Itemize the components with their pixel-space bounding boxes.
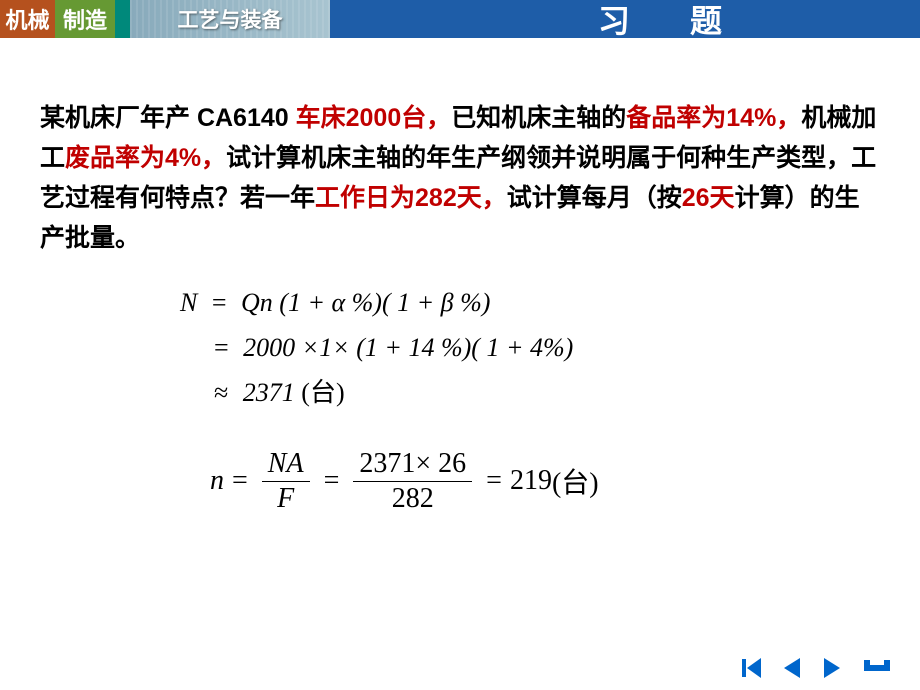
formula2-frac1: NA F (262, 447, 310, 515)
problem-r3: 废品率为4%， (65, 144, 226, 172)
problem-t2: 已知机床主轴的 (451, 104, 626, 132)
formula2-result: 219 (510, 465, 552, 497)
nav-end-button[interactable] (864, 665, 890, 671)
slide-content: 某机床厂年产 CA6140 车床2000台，已知机床主轴的备品率为14%，机械加… (0, 38, 920, 535)
nav-first-button[interactable] (742, 659, 760, 677)
problem-t5: 试计算每月（按 (507, 184, 682, 212)
problem-r2: 备品率为14%， (626, 104, 801, 132)
header-title: 习题 (330, 0, 920, 38)
problem-r4: 工作日为282天， (315, 184, 507, 212)
header-label-2: 制造 (55, 0, 115, 38)
nav-bar (742, 658, 890, 678)
header-label-1: 机械 (0, 0, 55, 38)
problem-r1: 车床2000台， (296, 104, 452, 132)
formula2-unit: (台) (552, 461, 599, 501)
formula-block-1: N = Qn (1 + α %)( 1 + β %) = 2000 ×1× (1… (40, 283, 880, 412)
formula1-line1: N = Qn (1 + α %)( 1 + β %) (180, 283, 880, 322)
formula1-line2: = 2000 ×1× (1 + 14 %)( 1 + 4%) (180, 328, 880, 367)
header-spacer (115, 0, 130, 38)
nav-prev-button[interactable] (784, 658, 800, 678)
problem-r5: 26天 (682, 184, 735, 212)
problem-t1: 某机床厂年产 CA6140 (40, 104, 296, 132)
formula2-frac2: 2371× 26 282 (353, 447, 472, 515)
formula1-line3: ≈ 2371 (台) (180, 373, 880, 412)
header-label-4: 工艺与装备 (130, 0, 330, 38)
problem-text: 某机床厂年产 CA6140 车床2000台，已知机床主轴的备品率为14%，机械加… (40, 98, 880, 258)
formula-block-2: n = NA F = 2371× 26 282 = 219(台) (40, 447, 880, 515)
formula2-lhs: n (210, 465, 224, 497)
slide-header: 机械 制造 工艺与装备 习题 (0, 0, 920, 38)
nav-next-button[interactable] (824, 658, 840, 678)
